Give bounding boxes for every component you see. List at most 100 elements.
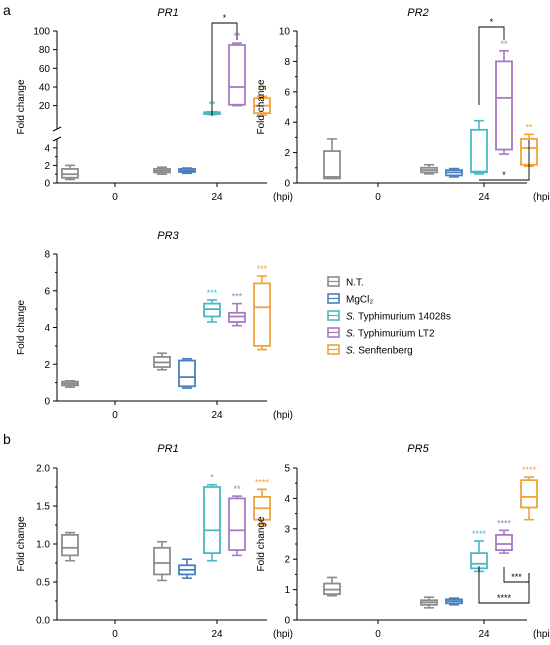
chart-title: PR1 bbox=[157, 443, 178, 455]
chart-title: PR3 bbox=[157, 230, 179, 242]
box-nt-0h bbox=[61, 531, 79, 562]
y-tick-label: 2 bbox=[44, 161, 50, 172]
box-body bbox=[203, 486, 221, 555]
y-tick-label: 8 bbox=[284, 57, 290, 68]
x-tick-label: 24 bbox=[211, 410, 223, 421]
x-tick-label: 0 bbox=[112, 192, 118, 203]
box-nt-24h bbox=[153, 540, 171, 582]
y-axis-label: Fold change bbox=[16, 79, 27, 134]
significance-label: ** bbox=[525, 122, 533, 132]
y-tick-label: 3 bbox=[284, 524, 290, 535]
y-tick-label: 0 bbox=[284, 179, 290, 190]
comparison-bracket: * bbox=[478, 17, 505, 105]
x-axis-label: (hpi) bbox=[273, 629, 293, 640]
x-tick-label: 24 bbox=[211, 192, 223, 203]
y-tick-label: 6 bbox=[284, 87, 290, 98]
y-tick-label: 1 bbox=[284, 585, 290, 596]
panel-label-a: a bbox=[3, 2, 11, 18]
x-axis-label: (hpi) bbox=[273, 192, 293, 203]
x-axis-label: (hpi) bbox=[533, 192, 550, 203]
box-nt-24h bbox=[420, 596, 438, 609]
y-tick-label: 2.0 bbox=[36, 464, 50, 475]
y-tick-label: 0 bbox=[44, 179, 50, 190]
legend-label: S. Typhimurium 14028s bbox=[346, 312, 451, 323]
x-tick-label: 0 bbox=[375, 629, 381, 640]
significance-label: *** bbox=[257, 264, 268, 274]
box-lt2-24h: **** bbox=[495, 518, 513, 554]
y-tick-label: 60 bbox=[39, 64, 51, 75]
y-tick-label: 4 bbox=[284, 118, 290, 129]
bracket-line bbox=[211, 22, 238, 116]
box-lt2-24h: *** bbox=[228, 292, 246, 327]
legend-label: S. Typhimurium LT2 bbox=[346, 329, 435, 340]
box-body bbox=[495, 60, 513, 151]
box-nt-24h bbox=[153, 166, 171, 175]
comparison-bracket: * bbox=[479, 140, 530, 181]
legend-item: MgCl₂ bbox=[327, 293, 373, 306]
bracket-label: * bbox=[490, 17, 494, 27]
box-senftenberg-24h: *** bbox=[253, 264, 271, 351]
y-tick-label: 20 bbox=[39, 101, 51, 112]
box-senftenberg-24h: **** bbox=[253, 477, 271, 526]
legend-label: S. Senftenberg bbox=[346, 346, 413, 357]
x-tick-label: 0 bbox=[112, 629, 118, 640]
bracket-label: * bbox=[502, 170, 506, 180]
box-body bbox=[228, 44, 246, 106]
box-nt-0h bbox=[61, 164, 79, 181]
y-axis-label: Fold change bbox=[256, 516, 267, 571]
box-mgcl2-24h bbox=[445, 597, 463, 606]
significance-label: **** bbox=[472, 529, 487, 539]
box-14028s-24h: *** bbox=[203, 288, 221, 323]
box-body bbox=[153, 546, 171, 576]
y-axis-label: Fold change bbox=[256, 79, 267, 134]
significance-label: ** bbox=[233, 484, 241, 494]
legend: N.T. MgCl₂ S. Typhimurium 14028s S. Typhimu… bbox=[327, 276, 451, 357]
axis-break-mark bbox=[52, 126, 62, 132]
y-tick-label: 4 bbox=[44, 143, 50, 154]
y-tick-label: 0.5 bbox=[36, 578, 50, 589]
bracket-line bbox=[479, 140, 530, 181]
box-mgcl2-24h bbox=[178, 167, 196, 175]
box-body bbox=[203, 302, 221, 318]
bracket-line bbox=[478, 26, 505, 105]
y-tick-label: 4 bbox=[284, 494, 290, 505]
x-axis-label: (hpi) bbox=[533, 629, 550, 640]
box-senftenberg-24h: **** bbox=[520, 465, 538, 521]
bracket-label: * bbox=[223, 13, 227, 23]
x-tick-label: 24 bbox=[478, 629, 490, 640]
box-nt-0h bbox=[61, 379, 79, 389]
axis-break-mark bbox=[52, 136, 62, 142]
box-mgcl2-24h bbox=[445, 167, 463, 178]
box-body bbox=[323, 150, 341, 180]
y-tick-label: 5 bbox=[284, 464, 290, 475]
legend-item: S. Senftenberg bbox=[327, 344, 413, 357]
significance-label: **** bbox=[522, 465, 537, 475]
y-tick-label: 1.0 bbox=[36, 540, 50, 551]
y-axis-label: Fold change bbox=[16, 516, 27, 571]
box-mgcl2-24h bbox=[178, 357, 196, 389]
x-tick-label: 24 bbox=[478, 192, 490, 203]
panel-label-b: b bbox=[3, 431, 11, 447]
bracket-line bbox=[478, 566, 530, 604]
x-tick-label: 24 bbox=[211, 629, 223, 640]
box-body bbox=[470, 128, 488, 174]
significance-label: **** bbox=[497, 518, 512, 528]
y-tick-label: 2 bbox=[44, 360, 50, 371]
box-body bbox=[61, 533, 79, 557]
comparison-bracket: *** bbox=[503, 567, 530, 583]
legend-item: N.T. bbox=[327, 276, 364, 289]
y-tick-label: 6 bbox=[44, 286, 50, 297]
box-nt-24h bbox=[420, 163, 438, 175]
y-tick-label: 0 bbox=[284, 616, 290, 627]
x-axis-label: (hpi) bbox=[273, 410, 293, 421]
x-tick-label: 0 bbox=[112, 410, 118, 421]
y-tick-label: 2 bbox=[284, 148, 290, 159]
significance-label: ** bbox=[258, 84, 266, 94]
chart-title: PR1 bbox=[157, 7, 178, 19]
y-tick-label: 2 bbox=[284, 555, 290, 566]
